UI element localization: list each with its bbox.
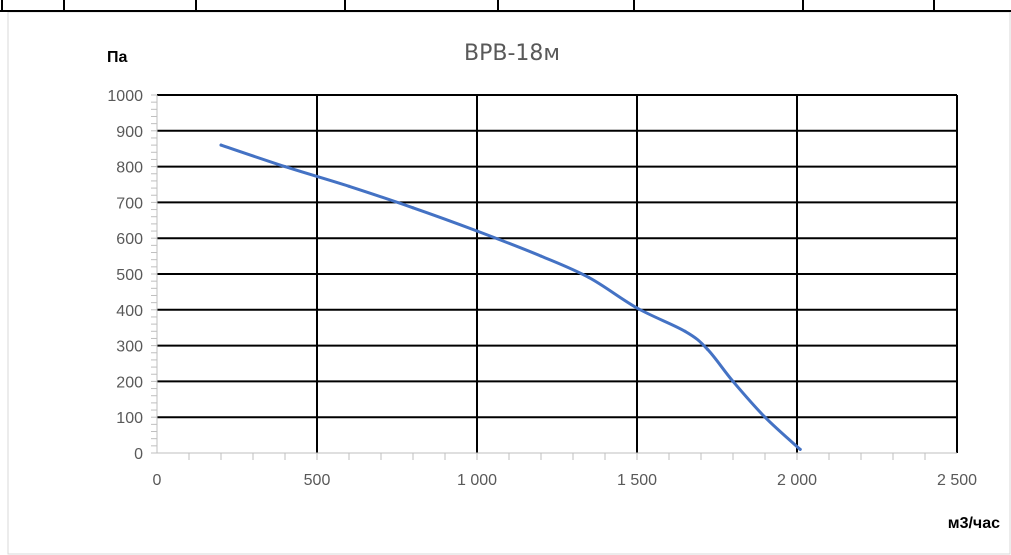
y-tick-label: 400 [116, 303, 143, 320]
y-tick-label: 0 [134, 446, 143, 463]
chart-title: ВРВ-18м [464, 41, 560, 66]
y-tick-label: 200 [116, 374, 143, 391]
chart-area: ВРВ-18м Па м3/час 0 100 200 300 400 500 600 700… [7, 12, 1011, 555]
data-point [683, 329, 687, 333]
data-point [475, 229, 479, 233]
x-tick-label: 500 [304, 472, 331, 489]
data-point [587, 276, 591, 280]
y-tick-label: 1000 [107, 88, 143, 105]
data-point [705, 347, 709, 351]
y-tick-label: 800 [116, 160, 143, 177]
data-point [539, 254, 543, 258]
minor-ticks [151, 94, 926, 460]
data-point [635, 306, 639, 310]
data-point [347, 184, 351, 188]
y-tick-labels: 0 100 200 300 400 500 600 700 800 900 1000 [107, 88, 143, 463]
data-point [283, 165, 287, 169]
chart-border [7, 12, 1011, 555]
series-group [219, 143, 802, 451]
x-tick-labels: 0 500 1 000 1 500 2 000 2 500 [153, 472, 978, 489]
y-tick-label: 300 [116, 339, 143, 356]
x-tick-label: 2 500 [937, 472, 977, 489]
x-tick-label: 0 [153, 472, 162, 489]
data-point [219, 143, 223, 147]
x-tick-label: 1 500 [617, 472, 657, 489]
data-point [411, 206, 415, 210]
y-tick-label: 700 [116, 195, 143, 212]
y-tick-label: 600 [116, 231, 143, 248]
data-point [798, 447, 802, 451]
y-tick-label: 900 [116, 124, 143, 141]
axes [156, 95, 957, 454]
y-axis-label: Па [107, 49, 128, 66]
y-tick-label: 500 [116, 267, 143, 284]
x-axis-label: м3/час [948, 515, 1000, 532]
x-tick-label: 2 000 [777, 472, 817, 489]
y-tick-label: 100 [116, 410, 143, 427]
data-point [731, 379, 735, 383]
top-border-strip [0, 0, 1011, 12]
data-point [763, 415, 767, 419]
gridlines [157, 94, 958, 453]
x-tick-label: 1 000 [457, 472, 497, 489]
